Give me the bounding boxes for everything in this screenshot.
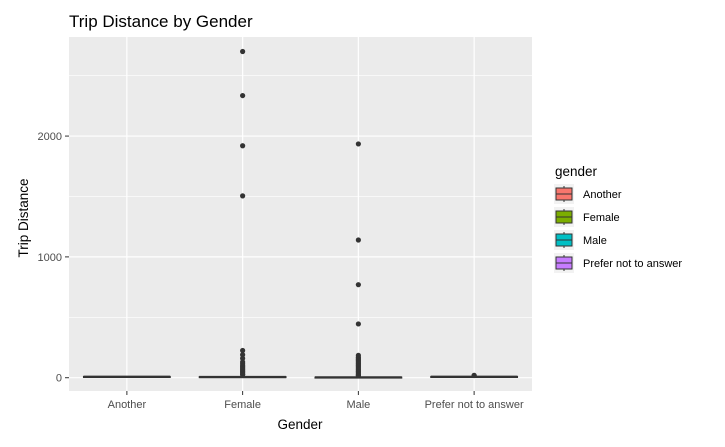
box-series	[82, 48, 519, 379]
legend-item: Female	[554, 207, 620, 227]
legend-label: Another	[583, 189, 622, 201]
y-axis: 0 1000 2000	[38, 131, 69, 385]
x-tick-label: Female	[224, 399, 261, 411]
outlier-point	[355, 237, 361, 243]
outlier-point	[240, 92, 246, 99]
outlier-point	[240, 352, 246, 358]
legend-title: gender	[555, 164, 598, 179]
y-tick-label: 1000	[38, 252, 62, 264]
x-axis-title: Gender	[277, 417, 323, 432]
outlier-point	[355, 373, 361, 379]
x-tick-label: Another	[108, 399, 147, 411]
outlier-point	[240, 347, 246, 354]
outlier-point	[240, 355, 246, 361]
x-tick-label: Male	[346, 399, 370, 411]
box-prefer-not-to-answer	[430, 372, 519, 379]
chart-title: Trip Distance by Gender	[69, 12, 253, 31]
y-axis-title: Trip Distance	[16, 178, 31, 257]
outlier-point	[355, 321, 361, 327]
outlier-point	[355, 141, 361, 147]
legend-label: Female	[583, 212, 620, 224]
outlier-point	[240, 193, 246, 199]
outlier-point	[471, 372, 477, 379]
y-tick-label: 2000	[38, 131, 62, 143]
outlier-point	[240, 143, 246, 149]
box-male	[314, 141, 403, 379]
legend-label: Male	[583, 235, 607, 247]
outlier-point	[240, 48, 246, 55]
legend-item: Another	[554, 184, 622, 204]
outlier-point	[240, 372, 246, 378]
legend-item: Male	[554, 230, 607, 250]
x-axis: Another Female Male Prefer not to answer	[108, 391, 524, 411]
plot-panel	[69, 37, 532, 391]
y-tick-label: 0	[56, 373, 62, 385]
legend-item: Prefer not to answer	[554, 253, 682, 273]
legend: gender Another Female Male Prefer not to an…	[554, 164, 682, 273]
outlier-point	[355, 282, 361, 288]
box-female	[198, 48, 287, 379]
x-tick-label: Prefer not to answer	[425, 399, 524, 411]
legend-label: Prefer not to answer	[583, 258, 682, 270]
box-another	[82, 375, 171, 379]
